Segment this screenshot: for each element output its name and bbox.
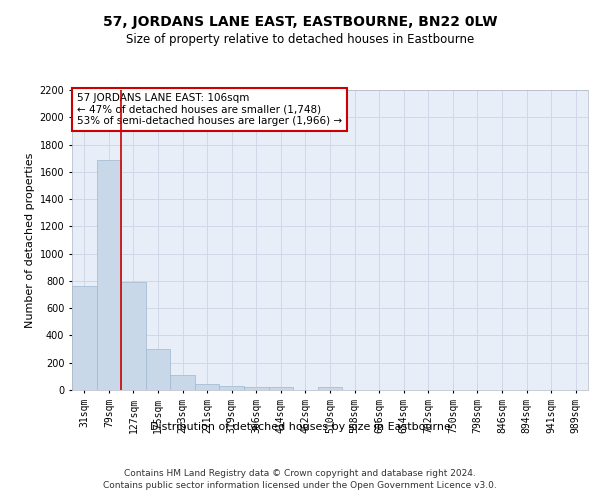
Text: Size of property relative to detached houses in Eastbourne: Size of property relative to detached ho… xyxy=(126,32,474,46)
Bar xyxy=(72,286,97,390)
Text: Contains HM Land Registry data © Crown copyright and database right 2024.
Contai: Contains HM Land Registry data © Crown c… xyxy=(103,468,497,490)
Bar xyxy=(220,386,244,390)
Bar xyxy=(170,375,195,390)
Bar xyxy=(244,386,269,390)
Bar xyxy=(97,160,121,390)
Bar xyxy=(146,349,170,390)
Bar xyxy=(269,388,293,390)
Text: 57, JORDANS LANE EAST, EASTBOURNE, BN22 0LW: 57, JORDANS LANE EAST, EASTBOURNE, BN22 … xyxy=(103,15,497,29)
Bar xyxy=(195,384,220,390)
Text: 57 JORDANS LANE EAST: 106sqm
← 47% of detached houses are smaller (1,748)
53% of: 57 JORDANS LANE EAST: 106sqm ← 47% of de… xyxy=(77,93,342,126)
Y-axis label: Number of detached properties: Number of detached properties xyxy=(25,152,35,328)
Text: Distribution of detached houses by size in Eastbourne: Distribution of detached houses by size … xyxy=(149,422,451,432)
Bar xyxy=(121,282,146,390)
Bar xyxy=(318,388,342,390)
